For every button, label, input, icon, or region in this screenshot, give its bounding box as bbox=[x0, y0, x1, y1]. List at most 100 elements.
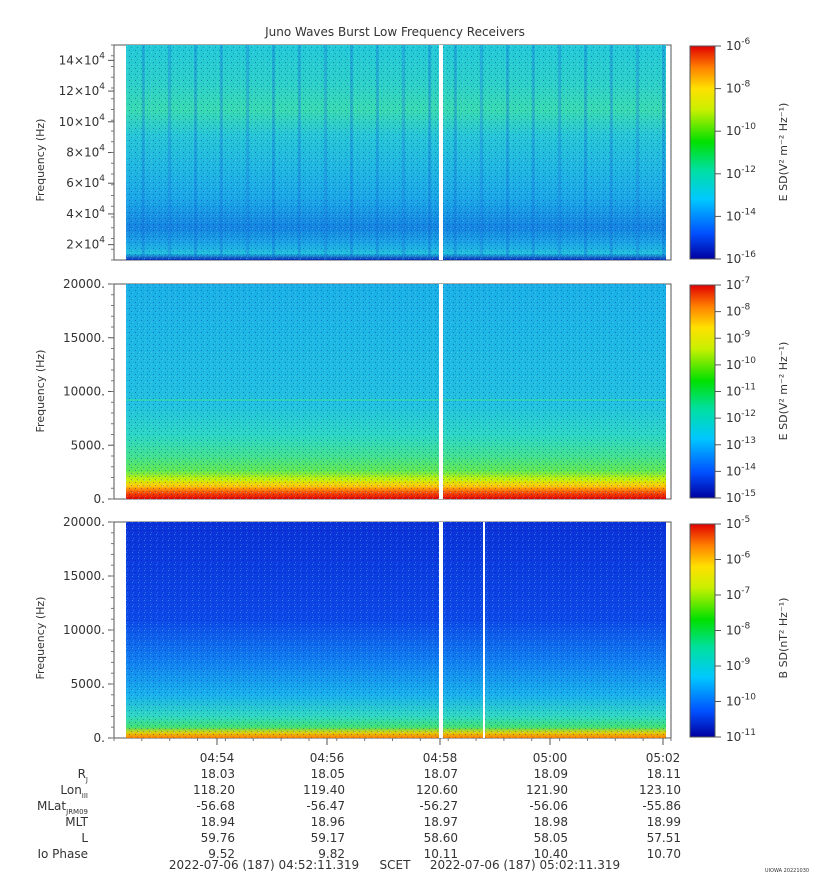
panel-2-ytick-label: 5000. bbox=[71, 438, 105, 452]
ephemeris-value: 18.94 bbox=[201, 815, 235, 829]
panel-2-colorbar-tick-label: 10-15 bbox=[726, 489, 756, 505]
panel-1-ytick-label: 4×104 bbox=[66, 205, 105, 221]
ephemeris-value: 10.11 bbox=[424, 847, 458, 861]
panel-1-ytick-label: 12×104 bbox=[59, 82, 106, 98]
panel-3-ytick-label: 10000. bbox=[63, 623, 105, 637]
ephemeris-value: 9.52 bbox=[208, 847, 235, 861]
ephemeris-value: 18.97 bbox=[424, 815, 458, 829]
panel-1-colorbar bbox=[689, 45, 716, 260]
panel-2-colorbar bbox=[689, 284, 716, 499]
panel-3-colorbar-tick-label: 10-10 bbox=[726, 693, 756, 709]
panel-3-colorbar-tick-label: 10-11 bbox=[726, 728, 756, 744]
ephemeris-row-label: L bbox=[81, 831, 88, 845]
ephemeris-row-label: MLT bbox=[65, 815, 88, 829]
panel-2-band bbox=[126, 399, 666, 401]
time-axis: 04:54 04:56 04:58 05:00 05:02 bbox=[113, 738, 681, 765]
ephemeris-value: 121.90 bbox=[526, 783, 568, 797]
ephemeris-value: 119.40 bbox=[303, 783, 345, 797]
panel-2-ylabel: Frequency (Hz) bbox=[34, 350, 47, 433]
ephemeris-row-label: LonIII bbox=[60, 783, 88, 800]
panel-2-colorbar-tick-label: 10-12 bbox=[726, 409, 756, 425]
panel-3-colorbar-tick-label: 10-5 bbox=[726, 515, 750, 531]
panel-1-colorbar-tick-label: 10-14 bbox=[726, 207, 756, 223]
panel-3-colorbar-tick-label: 10-9 bbox=[726, 657, 751, 673]
panel-2: 0. 5000. 10000. 15000. 20000. Frequency (Hz)… bbox=[34, 276, 790, 506]
panel-3-colorbar-tick-label: 10-6 bbox=[726, 551, 751, 567]
panel-1-colorbar-tick-label: 10-10 bbox=[726, 122, 756, 138]
ephemeris-row-label: Io Phase bbox=[37, 847, 88, 861]
time-range-end: 2022-07-06 (187) 05:02:11.319 bbox=[430, 858, 620, 872]
ephemeris-table: RJ 18.03 18.05 18.07 18.09 18.11 LonIII 118.20 1… bbox=[37, 767, 681, 861]
panel-3-data-gap-2 bbox=[483, 522, 485, 738]
panel-1-colorbar-tick-label: 10-12 bbox=[726, 165, 756, 181]
panel-2-noise bbox=[126, 284, 666, 499]
panel-3-colorbar-tick-label: 10-8 bbox=[726, 622, 751, 638]
time-tick-label: 04:58 bbox=[423, 751, 458, 765]
ephemeris-value: 59.76 bbox=[201, 831, 235, 845]
panel-3-ytick-label: 0. bbox=[94, 731, 105, 745]
panel-3-data-gap bbox=[439, 522, 443, 738]
panel-3-colorbar-label: B SD(nT² Hz⁻¹) bbox=[777, 598, 790, 679]
panel-2-colorbar-tick-label: 10-7 bbox=[726, 276, 750, 292]
panel-3-ytick-label: 20000. bbox=[63, 515, 105, 529]
panel-1-ytick-label: 2×104 bbox=[66, 236, 105, 252]
panel-1-ylabel: Frequency (Hz) bbox=[34, 119, 47, 202]
ephemeris-value: 118.20 bbox=[193, 783, 235, 797]
ephemeris-value: -55.86 bbox=[642, 799, 681, 813]
chart-title: Juno Waves Burst Low Frequency Receivers bbox=[264, 25, 525, 39]
ephemeris-value: 10.70 bbox=[647, 847, 681, 861]
ephemeris-value: 9.82 bbox=[318, 847, 345, 861]
panel-1-ytick-label: 6×104 bbox=[66, 174, 105, 190]
panel-2-ytick-label: 20000. bbox=[63, 277, 105, 291]
panel-2-ytick-label: 0. bbox=[94, 492, 105, 506]
panel-1-colorbar-tick-label: 10-6 bbox=[726, 37, 751, 53]
panel-2-colorbar-tick-label: 10-11 bbox=[726, 383, 756, 399]
ephemeris-value: 18.09 bbox=[534, 767, 568, 781]
time-tick-label: 05:00 bbox=[533, 751, 568, 765]
ephemeris-value: 10.40 bbox=[534, 847, 568, 861]
ephemeris-value: 58.60 bbox=[424, 831, 458, 845]
panel-2-colorbar-tick-label: 10-10 bbox=[726, 356, 756, 372]
ephemeris-value: 18.03 bbox=[201, 767, 235, 781]
ephemeris-value: 58.05 bbox=[534, 831, 568, 845]
panel-1-ytick-label: 14×104 bbox=[59, 51, 106, 67]
ephemeris-value: 123.10 bbox=[639, 783, 681, 797]
watermark: UIOWA 20221030 bbox=[765, 868, 809, 874]
panel-3-noise bbox=[126, 522, 666, 738]
ephemeris-value: -56.27 bbox=[419, 799, 458, 813]
panel-3-ytick-label: 5000. bbox=[71, 677, 105, 691]
panel-2-ytick-label: 15000. bbox=[63, 331, 105, 345]
panel-2-colorbar-tick-label: 10-14 bbox=[726, 462, 756, 478]
ephemeris-value: 18.96 bbox=[311, 815, 345, 829]
panel-1-colorbar-label: E SD(V² m⁻² Hz⁻¹) bbox=[777, 103, 790, 202]
ephemeris-value: 18.07 bbox=[424, 767, 458, 781]
ephemeris-row-label: RJ bbox=[78, 767, 88, 784]
panel-3-colorbar bbox=[689, 523, 716, 738]
panel-2-colorbar-label: E SD(V² m⁻² Hz⁻¹) bbox=[777, 342, 790, 441]
ephemeris-value: 18.05 bbox=[311, 767, 345, 781]
panel-3-colorbar-tick-label: 10-7 bbox=[726, 586, 750, 602]
panel-1: 2×104 4×104 6×104 8×104 10×104 12×104 14×104 F… bbox=[34, 37, 790, 266]
panel-3-ylabel: Frequency (Hz) bbox=[34, 597, 47, 680]
time-tick-label: 04:54 bbox=[200, 751, 235, 765]
ephemeris-value: -56.06 bbox=[529, 799, 568, 813]
ephemeris-value: -56.47 bbox=[306, 799, 345, 813]
time-tick-label: 05:02 bbox=[646, 751, 681, 765]
ephemeris-value: 18.11 bbox=[647, 767, 681, 781]
ephemeris-row-label: MLatJRM09 bbox=[37, 799, 88, 816]
time-range-start: 2022-07-06 (187) 04:52:11.319 bbox=[169, 858, 359, 872]
ephemeris-value: 59.17 bbox=[311, 831, 345, 845]
ephemeris-value: -56.68 bbox=[196, 799, 235, 813]
panel-2-data-gap bbox=[439, 284, 443, 499]
ephemeris-value: 18.98 bbox=[534, 815, 568, 829]
time-frame-label: SCET bbox=[380, 858, 412, 872]
panel-2-colorbar-tick-label: 10-13 bbox=[726, 436, 756, 452]
panel-1-data-gap bbox=[439, 45, 443, 260]
panel-1-colorbar-tick-label: 10-16 bbox=[726, 250, 756, 266]
panel-3-ytick-label: 15000. bbox=[63, 569, 105, 583]
ephemeris-value: 57.51 bbox=[647, 831, 681, 845]
panel-2-colorbar-tick-label: 10-9 bbox=[726, 329, 751, 345]
panel-1-ytick-label: 8×104 bbox=[66, 144, 105, 160]
time-tick-label: 04:56 bbox=[310, 751, 345, 765]
